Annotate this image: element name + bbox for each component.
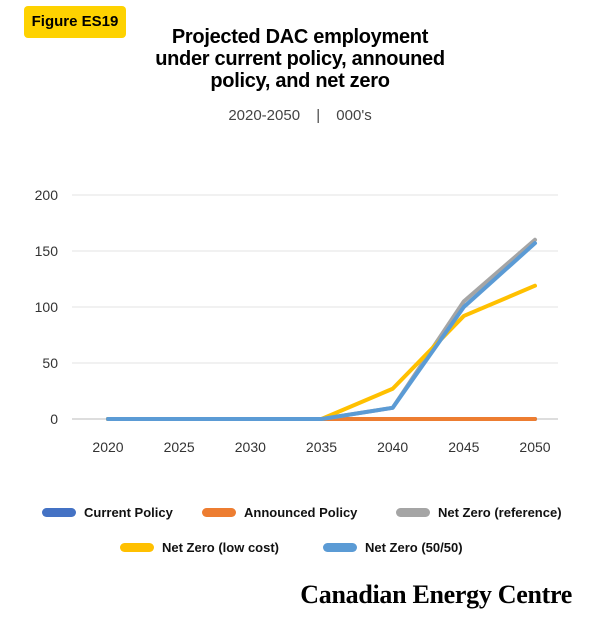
subtitle-separator: | [316, 107, 321, 124]
x-tick-label: 2045 [448, 439, 479, 455]
footer-logo-text: Canadian Energy Centre [300, 580, 572, 609]
y-tick-label: 200 [35, 187, 59, 203]
series-line [106, 283, 537, 421]
series-line [106, 241, 537, 421]
x-tick-label: 2020 [92, 439, 123, 455]
x-tick-label: 2040 [377, 439, 408, 455]
y-tick-label: 150 [35, 243, 59, 259]
y-tick-label: 0 [50, 411, 58, 427]
legend-swatch [202, 508, 236, 517]
legend-item: Net Zero (50/50) [323, 540, 463, 555]
line-chart: 0 50 100 150 200 2020 2025 2030 2035 2040 2045 2050 [35, 187, 558, 455]
chart-title: Projected DAC employment under current p… [140, 26, 460, 92]
legend-label: Net Zero (50/50) [365, 540, 463, 555]
figure-badge: Figure ES19 [24, 6, 126, 38]
title-line: Projected DAC employment [171, 26, 429, 48]
legend-label: Announced Policy [244, 505, 358, 520]
legend-label: Net Zero (low cost) [162, 540, 280, 555]
legend-swatch [42, 508, 76, 517]
y-tick-label: 50 [42, 355, 58, 371]
title-line: policy, and net zero [210, 70, 390, 92]
legend-swatch [120, 543, 154, 552]
legend-swatch [396, 508, 430, 517]
y-tick-label: 100 [35, 299, 59, 315]
subtitle-years: 2020-2050 [228, 107, 301, 124]
x-tick-label: 2050 [519, 439, 550, 455]
x-tick-label: 2025 [164, 439, 195, 455]
legend-swatch [323, 543, 357, 552]
legend-item: Announced Policy [202, 505, 357, 520]
legend-item: Current Policy [42, 505, 173, 520]
chart-subtitle: 2020-2050 | 000's [140, 107, 460, 124]
legend-item: Net Zero (reference) [396, 505, 562, 520]
title-line: under current policy, announed [155, 48, 445, 70]
legend-label: Net Zero (reference) [438, 505, 562, 520]
x-tick-label: 2030 [235, 439, 266, 455]
legend-item: Net Zero (low cost) [120, 540, 279, 555]
series-line [106, 237, 537, 421]
legend-label: Current Policy [84, 505, 173, 520]
subtitle-units: 000's [336, 107, 372, 124]
x-tick-label: 2035 [306, 439, 337, 455]
